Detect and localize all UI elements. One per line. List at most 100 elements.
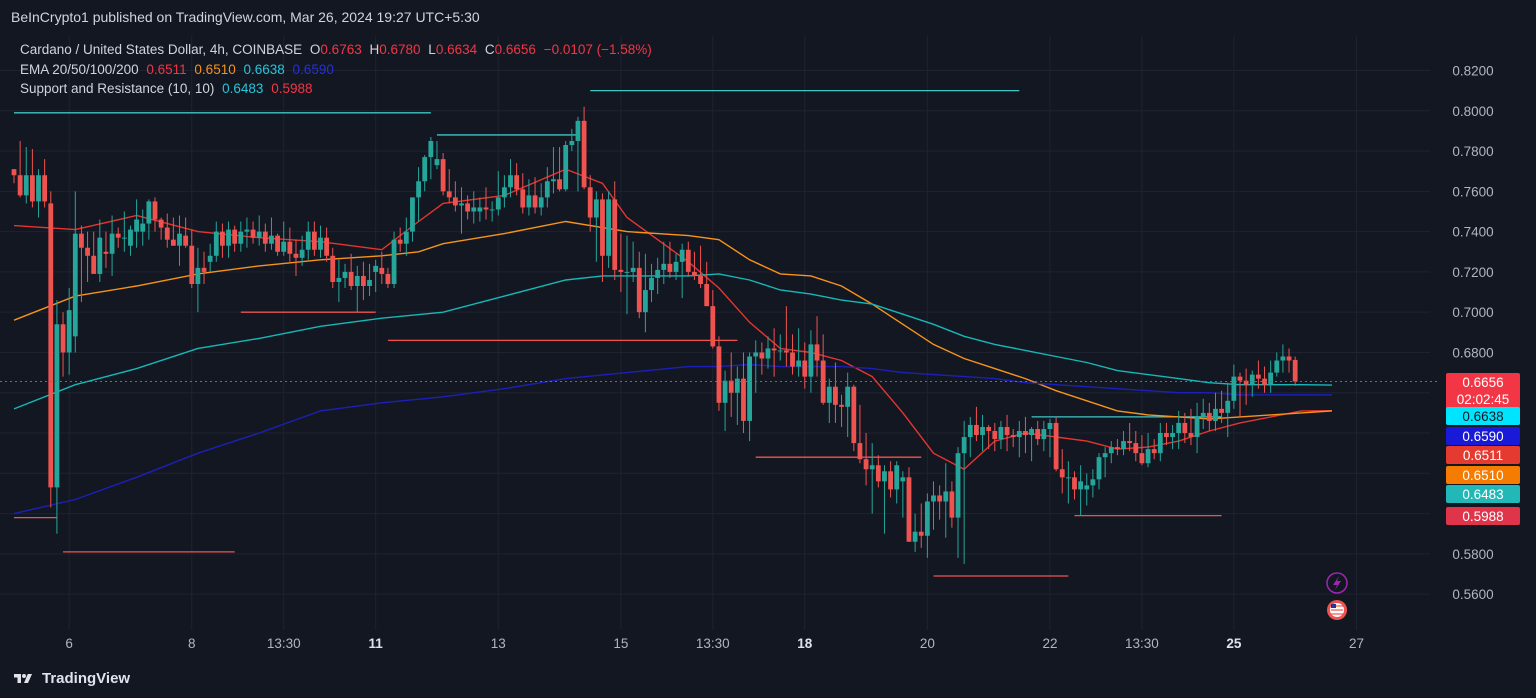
candle-up (281, 221, 287, 256)
candle-body (728, 380, 734, 393)
candle-up (575, 116, 581, 192)
candle-down (465, 195, 471, 220)
time-axis-label: 13:30 (1125, 636, 1159, 651)
candle-body (906, 477, 912, 542)
candle-body (1139, 453, 1145, 464)
candle-down (1035, 420, 1041, 446)
chart-plot[interactable]: 0.8200 0.8000 0.7800 0.7600 0.7400 0.7200 0.70… (0, 36, 1536, 698)
candle-up (955, 447, 961, 558)
time-axis-label: 18 (797, 636, 813, 651)
legend-symbol-row[interactable]: Cardano / United States Dollar, 4h, COIN… (20, 40, 656, 60)
candle-body (311, 231, 317, 250)
side-icons[interactable] (1326, 572, 1348, 620)
candle-body (11, 169, 17, 176)
us-flag-icon[interactable] (1327, 600, 1347, 620)
price-tag-value: 0.6638 (1462, 409, 1503, 424)
legend-sr-row[interactable]: Support and Resistance (10, 10) 0.6483 0… (20, 79, 656, 99)
candle-down (330, 247, 336, 289)
candle-down (446, 169, 452, 204)
candle-body (722, 380, 728, 403)
candle-up (538, 183, 544, 216)
candle-down (974, 406, 979, 442)
candle-down (1243, 368, 1249, 405)
candle-body (281, 241, 287, 252)
ema-line (13, 273, 1333, 410)
candle-body (575, 120, 581, 141)
candle-body (783, 350, 789, 353)
candle-up (244, 217, 250, 248)
candle-body (1145, 449, 1151, 464)
candle-body (17, 175, 23, 196)
lightning-icon[interactable] (1326, 572, 1348, 594)
candle-body (403, 231, 409, 244)
candle-body (465, 203, 471, 212)
ema-label: EMA 20/50/100/200 (20, 61, 139, 77)
price-tag: 0.6638 (1446, 407, 1520, 425)
tradingview-footer[interactable]: TradingView (10, 670, 130, 687)
price-tag-value: 0.6656 (1462, 375, 1503, 390)
candle-body (232, 229, 238, 244)
candle-down (1286, 348, 1292, 373)
candle-body (918, 531, 924, 536)
price-tags: 0.6656 02:02:45 0.6638 0.6590 0.6511 0.6510 0.… (1446, 373, 1520, 525)
candle-body (459, 203, 464, 206)
price-axis-label: 0.5800 (1452, 547, 1493, 562)
candle-up (373, 259, 379, 293)
candle-up (23, 147, 29, 204)
candle-down (728, 352, 734, 417)
candle-up (207, 243, 213, 272)
candle-body (489, 209, 495, 211)
candle-body (1102, 453, 1108, 458)
candle-body (238, 231, 244, 244)
time-axis-label: 13:30 (696, 636, 730, 651)
candle-body (1176, 422, 1182, 434)
candle-down (385, 267, 391, 289)
candle-down (937, 485, 943, 520)
candle-body (974, 424, 979, 436)
candle-up (318, 225, 323, 258)
candle-body (410, 197, 415, 232)
candle-body (814, 344, 820, 361)
candle-body (1237, 376, 1243, 381)
time-axis-label: 11 (369, 636, 384, 651)
tradingview-brand: TradingView (42, 670, 131, 687)
candle-body (183, 235, 189, 246)
candle-body (85, 247, 90, 256)
candle-body (1096, 457, 1102, 480)
candle-body (1084, 485, 1090, 490)
candle-body (857, 443, 863, 460)
candle-body (551, 179, 556, 182)
candle-body (894, 465, 900, 490)
candle-body (256, 231, 262, 238)
candle-down (1164, 422, 1169, 446)
candle-up (97, 219, 103, 282)
candle-body (618, 269, 624, 272)
price-axis-label: 0.8200 (1452, 64, 1493, 79)
time-axis-label: 13:30 (267, 636, 301, 651)
candle-down (1151, 439, 1157, 460)
price-axis-label: 0.5600 (1452, 587, 1493, 602)
candle-up (1016, 420, 1022, 458)
candle-up (72, 191, 78, 353)
candle-up (826, 378, 832, 423)
candle-body (692, 271, 697, 276)
candle-body (704, 283, 710, 307)
legend-ema-row[interactable]: EMA 20/50/100/200 0.6511 0.6510 0.6638 0… (20, 60, 656, 80)
candle-body (563, 145, 569, 190)
candle-body (771, 348, 777, 351)
candle-up (593, 191, 599, 262)
candle-body (79, 233, 84, 248)
candle-body (299, 249, 305, 258)
candle-body (213, 231, 219, 256)
candle-body (287, 241, 293, 254)
candle-body (422, 157, 428, 182)
price-axis-label: 0.7600 (1452, 184, 1493, 199)
candle-body (72, 233, 78, 337)
candle-body (207, 255, 213, 262)
candle-body (820, 360, 826, 403)
candle-body (587, 187, 593, 218)
time-axis[interactable]: 6 8 13:30 11 13 15 13:30 18 20 22 13:30 25 27 (65, 636, 1364, 651)
candle-down (875, 455, 881, 488)
candle-up (1170, 424, 1175, 450)
price-tag-value: 0.5988 (1462, 509, 1503, 524)
